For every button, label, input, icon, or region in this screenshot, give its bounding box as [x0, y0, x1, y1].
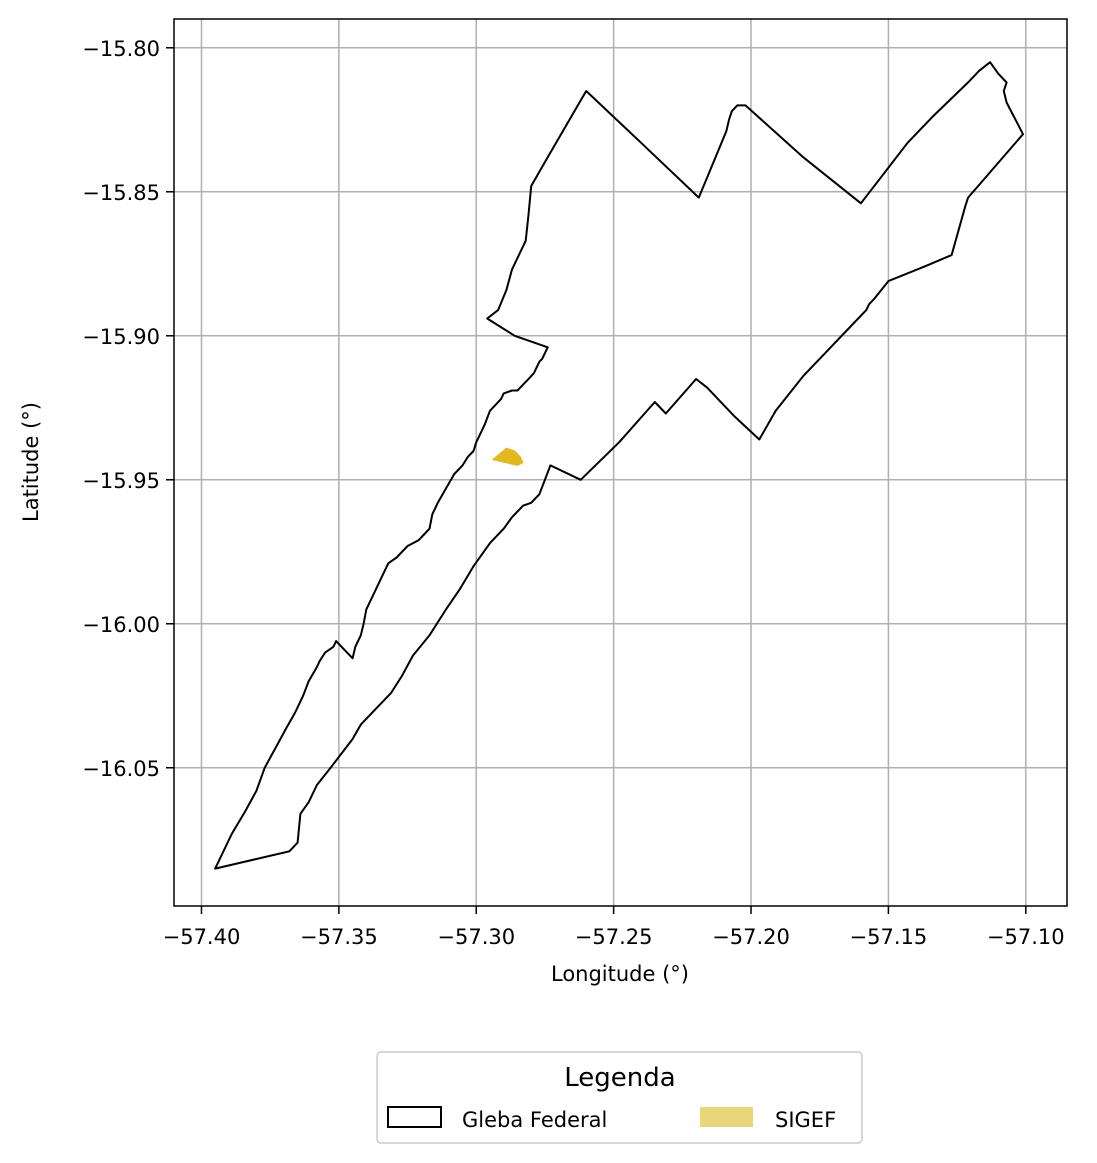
- x-tick-label: −57.35: [300, 925, 378, 949]
- x-tick-label: −57.30: [437, 925, 515, 949]
- x-tick-label: −57.20: [712, 925, 790, 949]
- plot-frame: [173, 18, 1068, 907]
- y-tick-label: −16.00: [82, 613, 160, 637]
- y-tick-label: −15.85: [82, 181, 160, 205]
- legend-swatch-gleba-federal: [387, 1106, 442, 1128]
- x-tick-label: −57.40: [163, 925, 241, 949]
- legend-title: Legenda: [564, 1063, 675, 1093]
- y-tick-label: −16.05: [82, 757, 160, 781]
- map-layers: [214, 61, 1024, 870]
- x-tick-label: −57.10: [987, 925, 1065, 949]
- legend: Legenda Gleba Federal SIGEF: [376, 1051, 863, 1144]
- x-axis-title: Longitude (°): [551, 962, 689, 986]
- x-tick-label: −57.15: [850, 925, 928, 949]
- legend-swatch-sigef: [700, 1107, 753, 1127]
- y-axis-title: Latitude (°): [19, 402, 43, 522]
- legend-label-sigef: SIGEF: [775, 1108, 836, 1132]
- x-tick-label: −57.25: [575, 925, 653, 949]
- y-tick-label: −15.80: [82, 37, 160, 61]
- axis-ticks: −57.40 −57.35 −57.30 −57.25 −57.20 −57.15 −57.…: [82, 37, 1064, 949]
- sigef-polygon: [492, 447, 524, 466]
- y-tick-label: −15.95: [82, 469, 160, 493]
- gleba-federal-polygon: [214, 61, 1024, 870]
- legend-label-gleba-federal: Gleba Federal: [462, 1108, 607, 1132]
- y-tick-label: −15.90: [82, 325, 160, 349]
